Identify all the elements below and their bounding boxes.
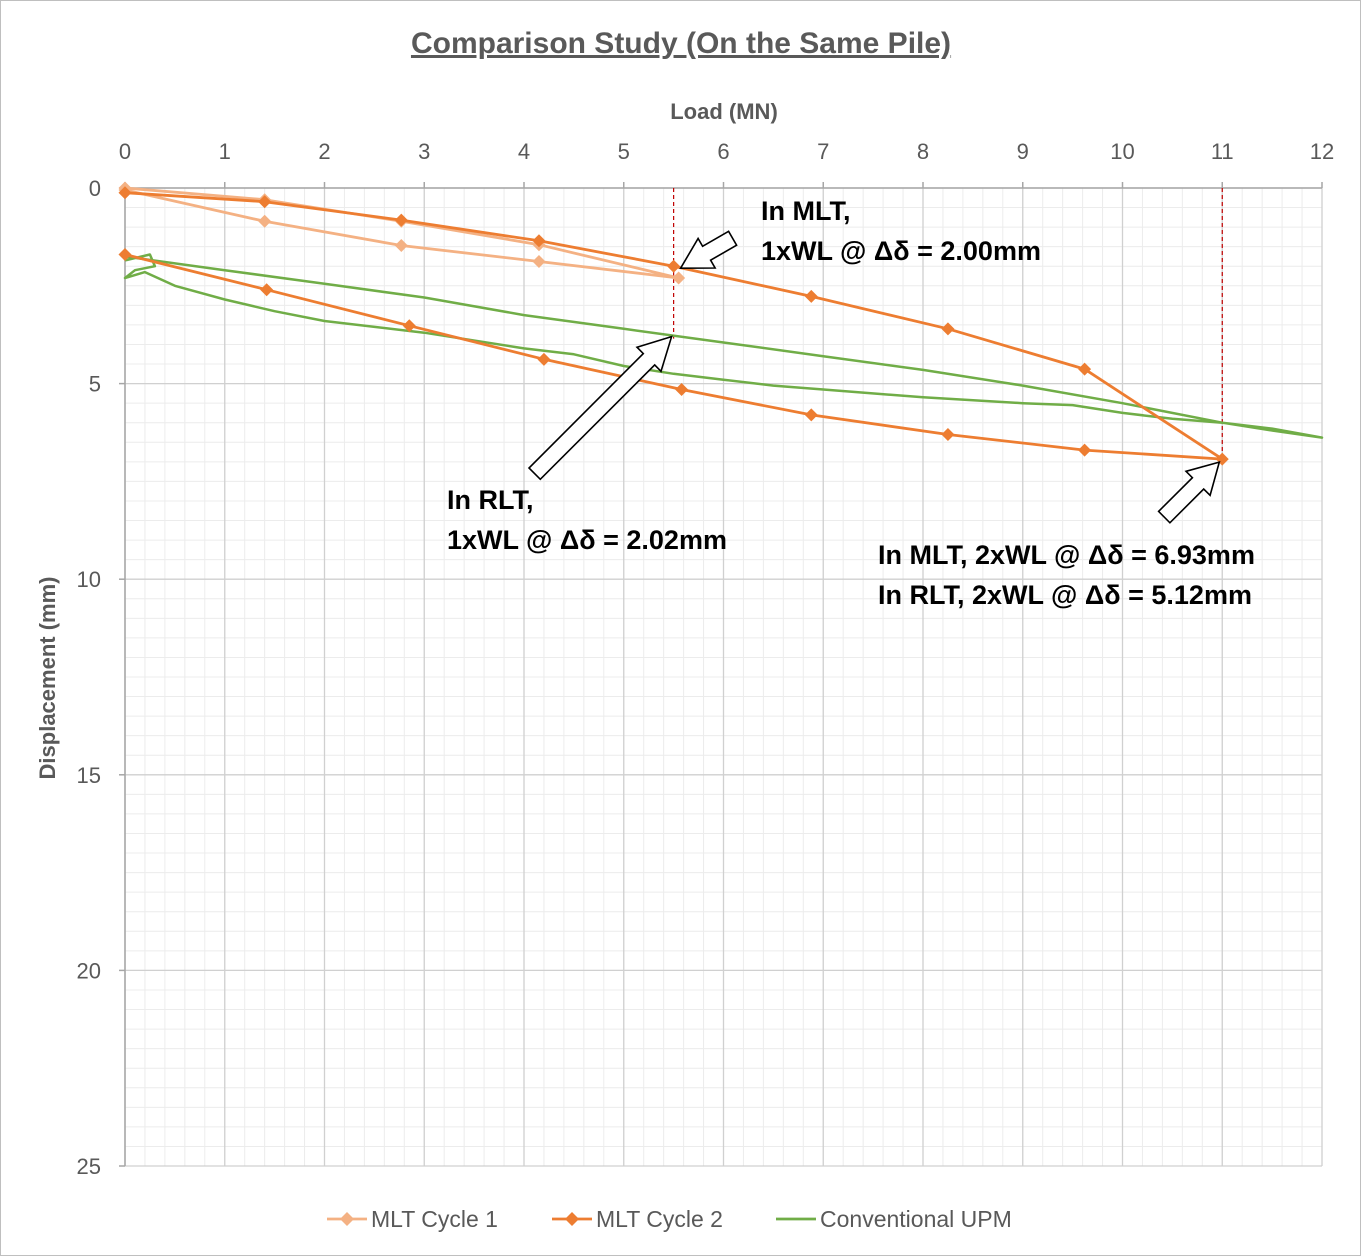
y-axis-title: Displacement (mm) — [35, 577, 60, 780]
legend-swatch-marker — [565, 1212, 579, 1226]
data-point — [258, 195, 272, 209]
y-tick-label: 10 — [77, 567, 101, 592]
data-point — [675, 382, 689, 396]
series-line — [124, 186, 680, 280]
x-tick-label: 10 — [1110, 139, 1134, 164]
annotation-arrow — [527, 335, 673, 481]
x-tick-label: 1 — [219, 139, 231, 164]
y-tick-label: 15 — [77, 763, 101, 788]
data-point — [804, 289, 818, 303]
legend-item: MLT Cycle 2 — [552, 1206, 723, 1232]
x-tick-label: 3 — [418, 139, 430, 164]
x-axis-title: Load (MN) — [670, 99, 778, 124]
data-point — [672, 271, 686, 285]
series-conventional-upm — [123, 253, 1324, 439]
axes — [119, 182, 1323, 1167]
annotation-arrow — [1157, 460, 1221, 524]
y-tick-label: 5 — [89, 372, 101, 397]
annotation-line: In MLT, — [761, 196, 850, 226]
data-point — [394, 239, 408, 253]
y-tick-labels: 0 5 10 15 20 25 — [77, 176, 101, 1179]
y-tick-label: 0 — [89, 176, 101, 201]
x-tick-label: 11 — [1211, 139, 1234, 164]
annotation-line: 1xWL @ Δδ = 2.00mm — [761, 236, 1041, 266]
data-point — [1078, 362, 1092, 376]
x-tick-label: 4 — [518, 139, 530, 164]
legend: MLT Cycle 1 MLT Cycle 2 Conventional UPM — [327, 1206, 1012, 1232]
data-point — [402, 319, 416, 333]
annotations: In MLT, 1xWL @ Δδ = 2.00mm In RLT, 1xWL @ Δ… — [447, 196, 1255, 610]
data-point — [532, 255, 546, 269]
data-point — [118, 186, 132, 200]
data-point — [258, 214, 272, 228]
series-mlt-cycle-2 — [118, 186, 1229, 466]
x-tick-labels: 0 1 2 3 4 5 6 7 8 9 10 11 12 — [119, 139, 1334, 164]
data-point — [260, 283, 274, 297]
data-point — [667, 259, 681, 273]
annotation-text: In MLT, 1xWL @ Δδ = 2.00mm — [761, 196, 1041, 266]
x-tick-label: 12 — [1310, 139, 1334, 164]
x-tick-label: 5 — [618, 139, 630, 164]
x-tick-label: 0 — [119, 139, 131, 164]
legend-item: MLT Cycle 1 — [327, 1206, 498, 1232]
data-point — [394, 213, 408, 227]
data-point — [537, 352, 551, 366]
legend-label: Conventional UPM — [820, 1206, 1012, 1232]
annotation-text: In MLT, 2xWL @ Δδ = 6.93mm In RLT, 2xWL @… — [878, 540, 1255, 610]
legend-label: MLT Cycle 1 — [371, 1206, 498, 1232]
x-tick-label: 9 — [1017, 139, 1029, 164]
data-point — [118, 248, 132, 262]
legend-label: MLT Cycle 2 — [596, 1206, 723, 1232]
x-tick-label: 2 — [318, 139, 330, 164]
annotation-line: In RLT, 2xWL @ Δδ = 5.12mm — [878, 580, 1252, 610]
x-tick-label: 7 — [817, 139, 829, 164]
y-tick-label: 20 — [77, 958, 101, 983]
annotation-line: In RLT, — [447, 485, 533, 515]
data-point — [941, 427, 955, 441]
chart-title: Comparison Study (On the Same Pile) — [411, 27, 951, 60]
annotation-arrow — [679, 230, 738, 270]
data-point — [1078, 443, 1092, 457]
annotation-text: In RLT, 1xWL @ Δδ = 2.02mm — [447, 485, 727, 555]
data-point — [941, 322, 955, 336]
annotation-line: In MLT, 2xWL @ Δδ = 6.93mm — [878, 540, 1255, 570]
annotation-arrows — [527, 230, 1221, 524]
legend-swatch-marker — [340, 1212, 354, 1226]
series-layer — [118, 181, 1324, 466]
reference-lines — [673, 188, 1223, 460]
series-line — [123, 253, 1324, 439]
data-point — [804, 408, 818, 422]
x-tick-label: 8 — [917, 139, 929, 164]
annotation-line: 1xWL @ Δδ = 2.02mm — [447, 525, 727, 555]
data-point — [532, 234, 546, 248]
y-tick-label: 25 — [77, 1154, 101, 1179]
x-tick-label: 6 — [717, 139, 729, 164]
legend-item: Conventional UPM — [776, 1206, 1012, 1232]
